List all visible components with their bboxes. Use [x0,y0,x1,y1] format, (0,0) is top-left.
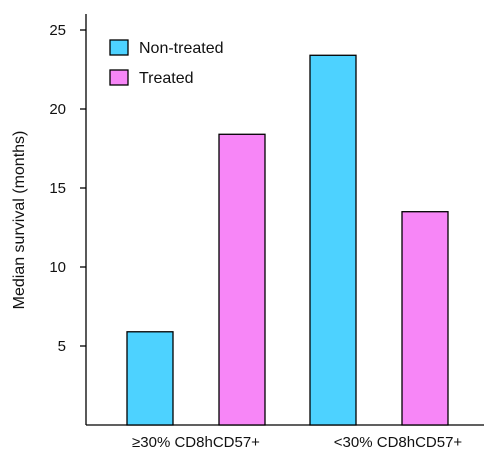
bar-non-treated-0 [126,331,174,426]
x-category-label: <30% CD8hCD57+ [334,434,463,451]
x-category-label: ≥30% CD8hCD57+ [132,434,260,451]
legend-label: Non-treated [139,40,224,57]
y-tick-label: 10 [49,259,66,276]
legend: Non-treated Treated [109,39,224,87]
bar-non-treated-1 [309,54,357,426]
bar-treated-0 [218,133,266,426]
x-category-labels: ≥30% CD8hCD57+ <30% CD8hCD57+ [132,434,462,451]
y-tick-label: 15 [49,180,66,197]
legend-swatch [109,39,129,56]
bar-treated-1 [401,211,449,426]
legend-label: Treated [139,70,194,87]
y-tick-label: 5 [58,338,66,355]
bars [126,54,449,426]
legend-swatch [109,69,129,86]
y-ticks: 5 10 15 20 25 [49,22,86,355]
y-tick-label: 25 [49,22,66,39]
y-tick-label: 20 [49,101,66,118]
y-axis-label: Median survival (months) [11,131,28,310]
